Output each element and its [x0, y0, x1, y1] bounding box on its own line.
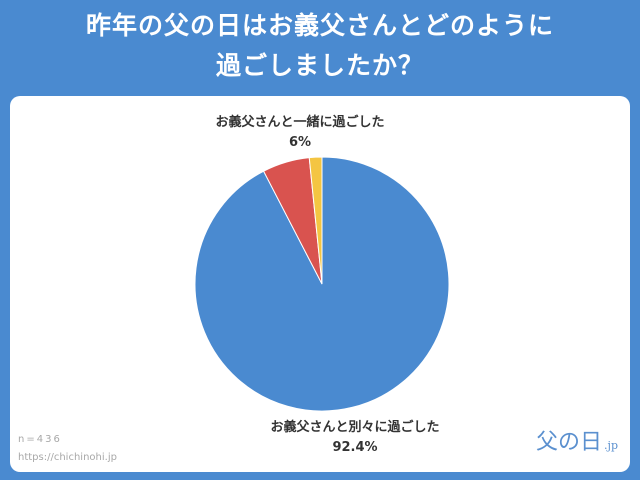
sample-size: n=436 [18, 434, 62, 445]
label-separately: お義父さんと別々に過ごした 92.4% [230, 418, 480, 458]
source-url[interactable]: https://chichinohi.jp [18, 452, 117, 463]
label-together-text: お義父さんと一緒に過ごした [215, 115, 385, 130]
title-line-2: 過ごしましたか？ [215, 51, 424, 80]
logo: 父の日 .jp [536, 424, 618, 456]
chart-title: 昨年の父の日はお義父さんとどのように 過ごしましたか？ [0, 0, 640, 92]
label-together: お義父さんと一緒に過ごした 6% [180, 113, 420, 153]
label-separately-text: お義父さんと別々に過ごした [270, 420, 440, 435]
logo-suffix: .jp [604, 439, 618, 452]
logo-main: 父の日 [536, 430, 603, 455]
pie-chart [194, 156, 450, 412]
label-together-value: 6% [288, 135, 312, 150]
title-line-1: 昨年の父の日はお義父さんとどのように [85, 11, 554, 40]
pie-slice-other [308, 156, 323, 285]
chart-panel: お義父さんと一緒に過ごした 6% お義父さんと別々に過ごした 92.4% n=4… [10, 96, 630, 472]
label-separately-value: 92.4% [332, 440, 378, 455]
